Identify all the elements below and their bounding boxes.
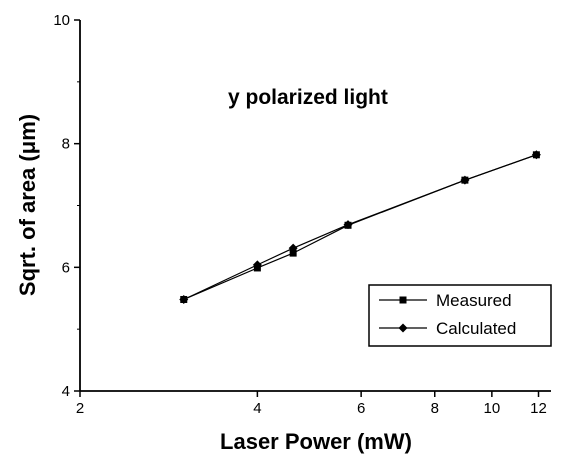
data-point xyxy=(179,294,189,304)
data-point xyxy=(252,260,262,270)
data-point xyxy=(531,150,541,160)
series-line xyxy=(183,154,537,301)
series-measured xyxy=(180,151,540,303)
legend-label: Calculated xyxy=(436,319,516,338)
y-tick-label: 10 xyxy=(53,12,70,29)
series-calculated xyxy=(179,150,541,304)
x-tick-label: 4 xyxy=(253,400,261,417)
x-axis-title: Laser Power (mW) xyxy=(220,429,412,454)
x-tick-label: 6 xyxy=(357,400,365,417)
legend-box xyxy=(368,284,552,347)
data-point xyxy=(289,249,297,257)
series-layer xyxy=(179,150,541,304)
x-tick-label: 10 xyxy=(484,400,501,417)
data-point xyxy=(460,175,470,185)
legend-label: Measured xyxy=(436,291,512,310)
y-tick-label: 4 xyxy=(62,383,70,400)
annotation-text: y polarized light xyxy=(228,86,388,109)
legend-marker xyxy=(398,323,408,333)
x-tick-label: 8 xyxy=(431,400,439,417)
y-axis-title: Sqrt. of area (μm) xyxy=(15,114,40,296)
data-point xyxy=(343,220,353,230)
legend: Measured Calculated xyxy=(368,284,552,347)
x-tick-label: 2 xyxy=(76,400,84,417)
series-line xyxy=(183,154,537,301)
y-tick-label: 6 xyxy=(62,259,70,276)
x-tick-label: 12 xyxy=(530,400,547,417)
y-tick-label: 8 xyxy=(62,136,70,153)
data-point xyxy=(288,243,298,253)
legend-marker xyxy=(399,296,407,304)
